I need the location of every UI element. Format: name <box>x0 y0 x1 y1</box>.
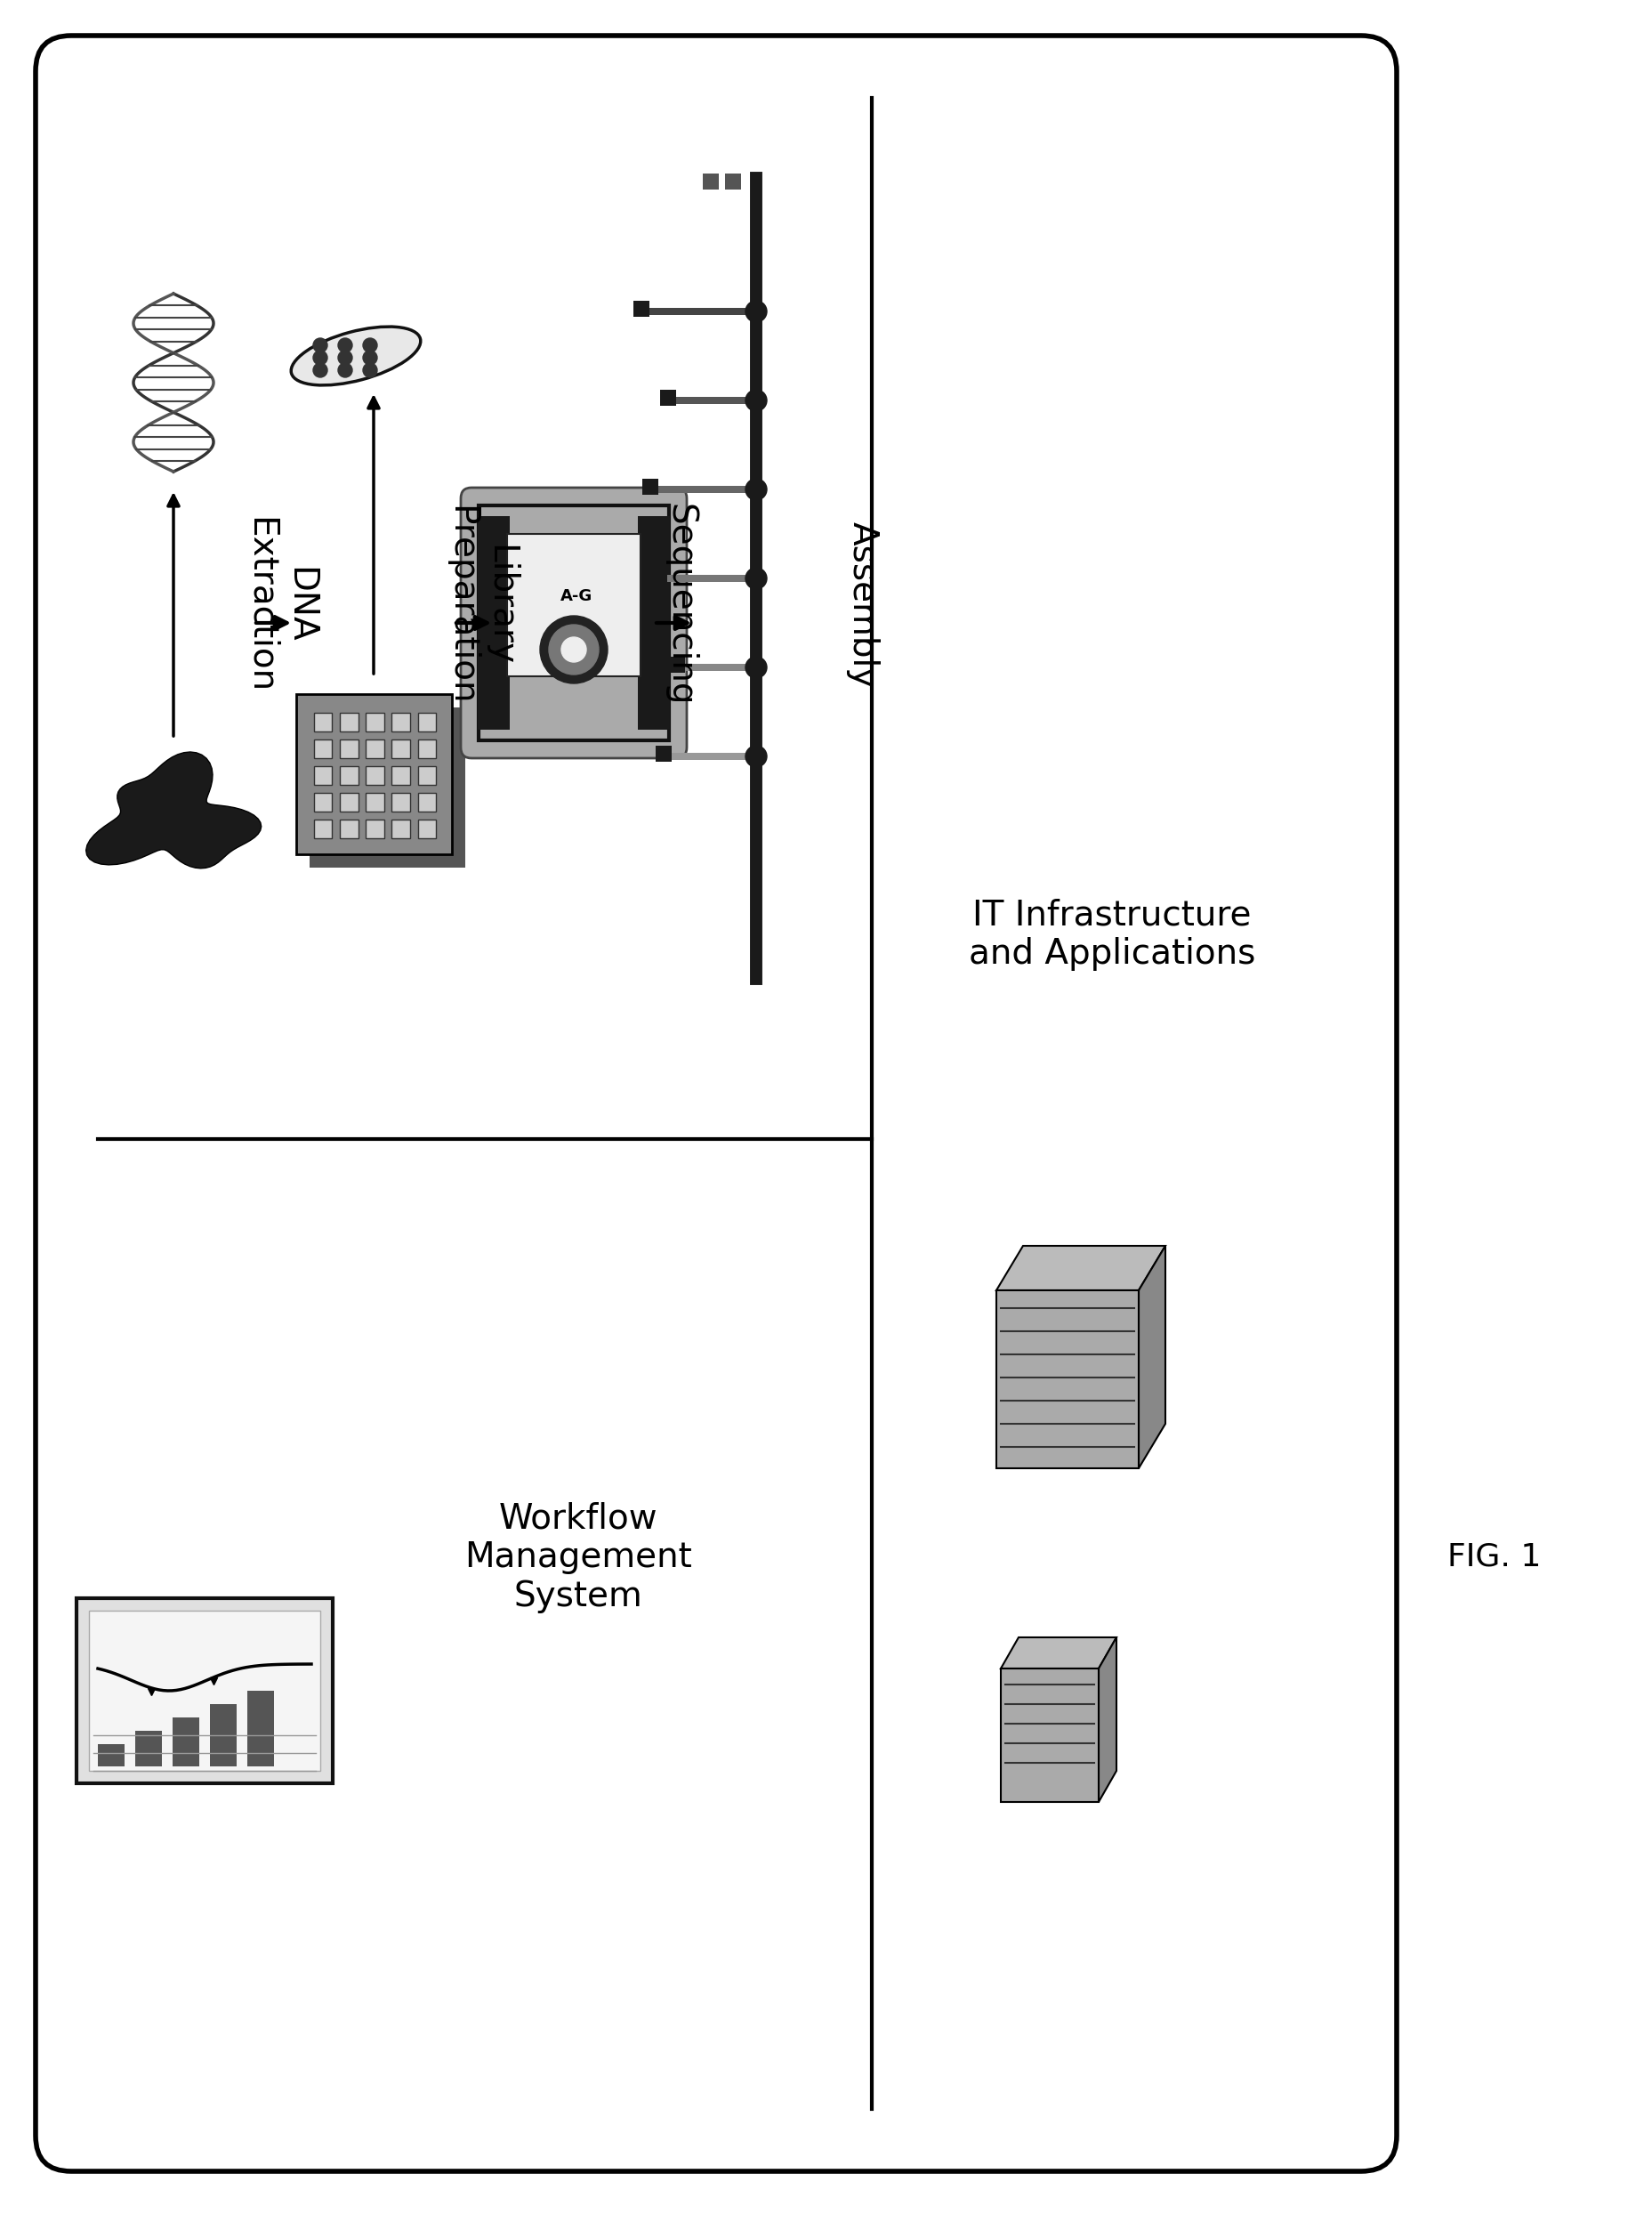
Bar <box>210 1704 236 1766</box>
FancyBboxPatch shape <box>392 793 410 811</box>
Bar <box>649 309 757 316</box>
Text: A-G: A-G <box>560 589 593 604</box>
FancyBboxPatch shape <box>365 767 383 784</box>
Circle shape <box>548 624 598 675</box>
FancyBboxPatch shape <box>314 713 332 731</box>
FancyBboxPatch shape <box>340 713 358 731</box>
Text: FIG. 1: FIG. 1 <box>1447 1542 1541 1573</box>
FancyBboxPatch shape <box>340 767 358 784</box>
FancyBboxPatch shape <box>996 1291 1138 1469</box>
Circle shape <box>363 351 377 364</box>
FancyBboxPatch shape <box>418 713 436 731</box>
Bar <box>643 478 657 496</box>
Polygon shape <box>996 1247 1165 1291</box>
Circle shape <box>540 615 608 684</box>
FancyBboxPatch shape <box>392 767 410 784</box>
Polygon shape <box>1138 1247 1165 1469</box>
Circle shape <box>745 569 767 589</box>
Circle shape <box>745 478 767 500</box>
Circle shape <box>314 362 327 378</box>
Bar <box>676 398 757 404</box>
FancyBboxPatch shape <box>392 740 410 758</box>
Circle shape <box>339 362 352 378</box>
FancyBboxPatch shape <box>392 713 410 731</box>
FancyBboxPatch shape <box>76 1598 332 1784</box>
FancyBboxPatch shape <box>507 533 641 675</box>
FancyBboxPatch shape <box>365 820 383 838</box>
Circle shape <box>745 658 767 678</box>
FancyBboxPatch shape <box>418 740 436 758</box>
FancyBboxPatch shape <box>365 740 383 758</box>
FancyBboxPatch shape <box>340 820 358 838</box>
FancyBboxPatch shape <box>314 740 332 758</box>
FancyBboxPatch shape <box>314 820 332 838</box>
Text: Assembly: Assembly <box>846 522 881 689</box>
Polygon shape <box>1099 1638 1117 1802</box>
Bar <box>657 487 757 493</box>
Bar <box>248 1691 274 1766</box>
Text: IT Infrastructure
and Applications: IT Infrastructure and Applications <box>968 898 1256 971</box>
FancyBboxPatch shape <box>1001 1669 1099 1802</box>
Text: Library
Preparation: Library Preparation <box>444 504 517 704</box>
Bar <box>725 173 742 189</box>
Polygon shape <box>86 751 261 869</box>
Bar <box>656 747 672 762</box>
FancyBboxPatch shape <box>340 740 358 758</box>
Circle shape <box>745 300 767 322</box>
Ellipse shape <box>291 327 421 384</box>
FancyBboxPatch shape <box>296 693 451 853</box>
Polygon shape <box>1001 1638 1117 1669</box>
Circle shape <box>363 338 377 353</box>
FancyBboxPatch shape <box>479 504 669 740</box>
Bar <box>135 1731 162 1766</box>
FancyBboxPatch shape <box>638 516 669 729</box>
FancyBboxPatch shape <box>477 516 510 729</box>
FancyBboxPatch shape <box>340 793 358 811</box>
FancyBboxPatch shape <box>365 713 383 731</box>
Bar <box>702 173 719 189</box>
Bar <box>172 1718 200 1766</box>
Circle shape <box>314 338 327 353</box>
FancyBboxPatch shape <box>309 707 464 867</box>
FancyBboxPatch shape <box>36 36 1396 2171</box>
FancyBboxPatch shape <box>365 793 383 811</box>
FancyBboxPatch shape <box>461 487 687 758</box>
Circle shape <box>745 389 767 411</box>
FancyBboxPatch shape <box>418 820 436 838</box>
Circle shape <box>339 351 352 364</box>
Bar <box>651 569 667 584</box>
FancyBboxPatch shape <box>418 767 436 784</box>
Bar <box>661 389 676 407</box>
Bar <box>633 300 649 318</box>
FancyBboxPatch shape <box>418 793 436 811</box>
FancyBboxPatch shape <box>89 1611 320 1771</box>
Text: Workflow
Management
System: Workflow Management System <box>464 1502 692 1613</box>
Bar <box>669 658 686 673</box>
Text: DNA
Extraction: DNA Extraction <box>244 518 317 693</box>
Circle shape <box>745 747 767 767</box>
Bar <box>97 1744 124 1766</box>
FancyBboxPatch shape <box>392 820 410 838</box>
Circle shape <box>339 338 352 353</box>
FancyBboxPatch shape <box>314 793 332 811</box>
Circle shape <box>314 351 327 364</box>
Bar <box>672 753 757 760</box>
Bar <box>667 575 757 582</box>
Text: Sequencing: Sequencing <box>664 504 697 707</box>
Circle shape <box>562 638 586 662</box>
Circle shape <box>363 362 377 378</box>
Bar <box>686 664 757 671</box>
FancyBboxPatch shape <box>314 767 332 784</box>
